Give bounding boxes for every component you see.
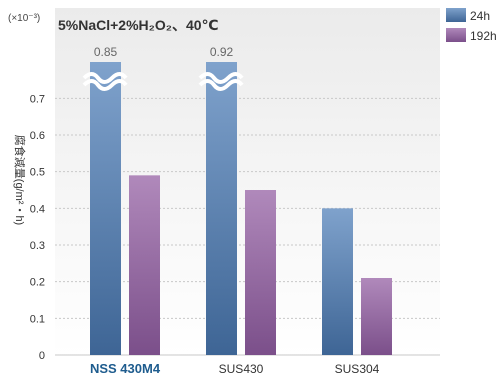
x-tick-label: NSS 430M4	[90, 361, 161, 376]
y-tick-label: 0.1	[30, 313, 45, 325]
axis-break-mark	[82, 72, 128, 84]
legend: 24h 192h	[446, 8, 497, 43]
legend-swatch	[446, 28, 466, 42]
legend-label: 24h	[470, 9, 490, 23]
y-tick-label: 0	[39, 350, 45, 362]
x-tick-label: SUS304	[335, 362, 380, 376]
bar-24h-NSS-430M4	[90, 62, 121, 355]
y-tick-label: 0.4	[30, 203, 45, 215]
y-tick-label: 0.2	[30, 277, 45, 289]
x-tick-labels: NSS 430M4 SUS430 SUS304	[90, 361, 380, 376]
bar-192h-NSS-430M4	[129, 175, 160, 355]
axis-breaks	[82, 72, 244, 91]
y-tick-label: 0.3	[30, 240, 45, 252]
y-tick-label: 0.7	[30, 93, 45, 105]
bars	[90, 62, 392, 355]
y-tick-label: 0.6	[30, 130, 45, 142]
unit-label: (×10⁻³)	[8, 13, 40, 24]
data-label: 0.85	[94, 45, 118, 59]
axis-break-mark	[82, 79, 128, 91]
bar-24h-SUS304	[322, 208, 353, 355]
axis-break-mark	[198, 79, 244, 91]
y-tick-label: 0.5	[30, 167, 45, 179]
chart-title: 5%NaCl+2%H₂O₂、40℃	[58, 17, 219, 33]
legend-label: 192h	[470, 29, 497, 43]
axis-break-mark	[198, 72, 244, 84]
legend-swatch	[446, 8, 466, 22]
bar-192h-SUS430	[245, 190, 276, 355]
data-labels: 0.85 0.92	[94, 45, 234, 59]
data-label: 0.92	[210, 45, 234, 59]
bar-24h-SUS430	[206, 62, 237, 355]
y-tick-labels: 0 0.1 0.2 0.3 0.4 0.5 0.6 0.7	[30, 93, 45, 362]
y-axis-label: 腐食減量(g/m²・h)	[13, 135, 27, 225]
x-tick-label: SUS430	[219, 362, 264, 376]
bar-192h-SUS304	[361, 278, 392, 355]
